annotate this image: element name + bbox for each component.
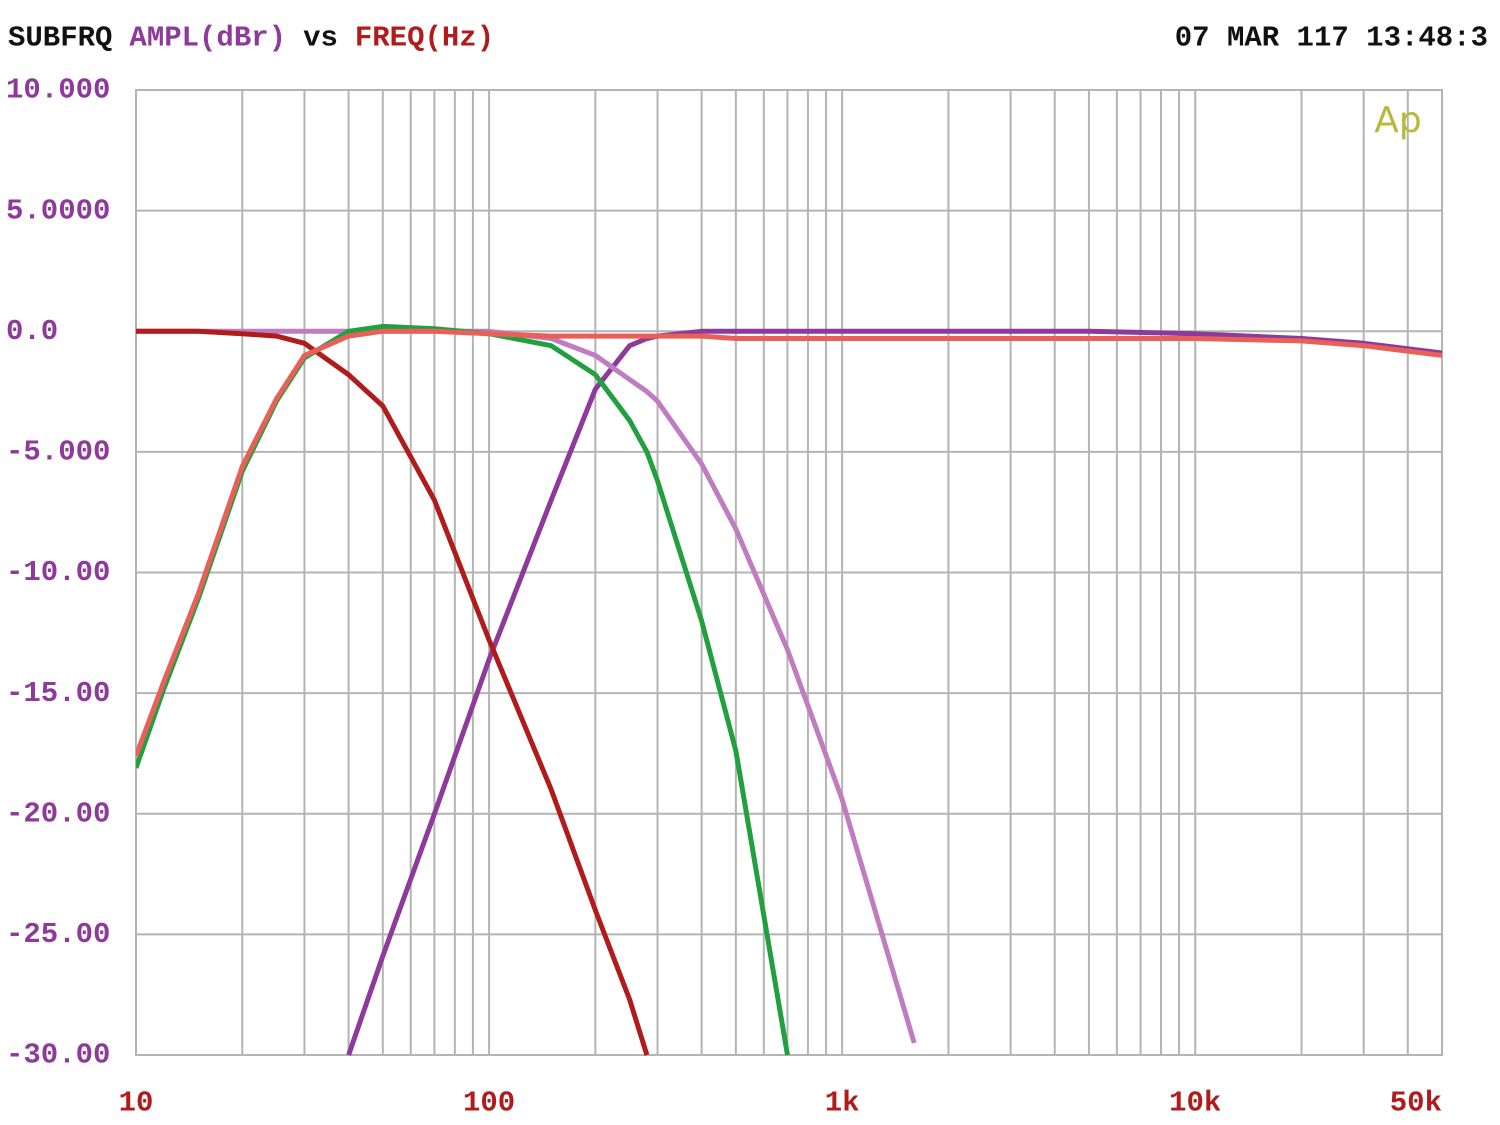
y-tick-label: -30.00 [6,1039,110,1072]
title-part: SUBFRQ [8,22,112,55]
series-line [136,328,1442,757]
title-part: FREQ(Hz) [355,22,494,55]
x-tick-label: 10k [1169,1087,1221,1120]
grid [135,89,1443,1056]
y-tick-label: -20.00 [6,797,110,830]
series-line [346,328,1442,1056]
x-tick-label: 10 [119,1087,154,1120]
y-tick-label: 5.0000 [6,194,110,227]
y-tick-label: -25.00 [6,918,110,951]
x-tick-label: 100 [463,1087,515,1120]
logo: Ap [1374,100,1421,141]
x-tick-label: 50k [1390,1087,1442,1120]
y-tick-label: -5.000 [6,436,110,469]
series-line [136,328,650,1056]
title-part: vs [303,22,338,55]
y-tick-label: 10.000 [6,74,110,107]
y-tick-label: -10.00 [6,556,110,589]
y-tick-label: 0.0 [6,315,58,348]
x-tick-label: 1k [825,1087,860,1120]
lines [136,323,1442,1056]
y-tick-label: -15.00 [6,677,110,710]
title-part: AMPL(dBr) [129,22,286,55]
timestamp: 07 MAR 117 13:48:3 [1175,22,1488,55]
